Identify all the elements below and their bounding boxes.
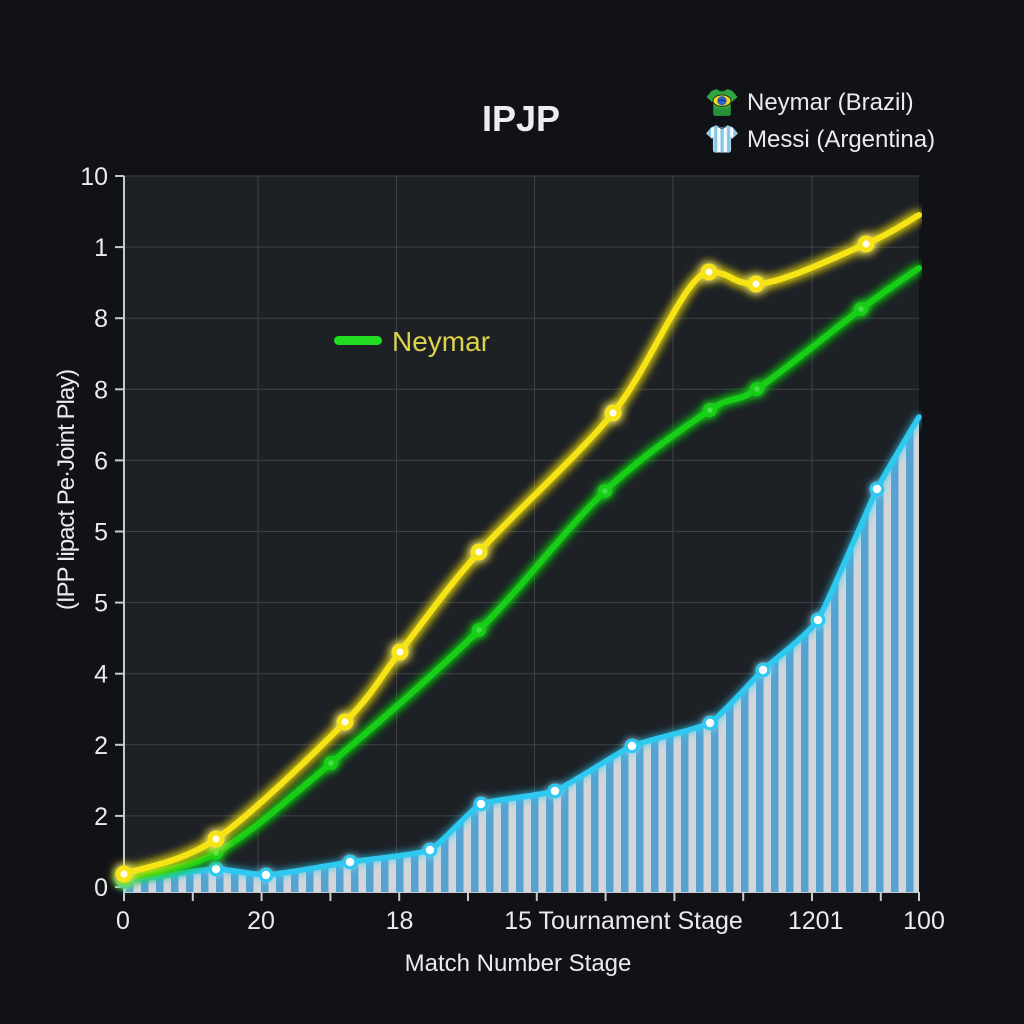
svg-text:100: 100 [903,907,945,935]
svg-text:0: 0 [116,907,130,935]
svg-text:5: 5 [94,519,108,547]
svg-text:Neymar: Neymar [392,326,490,357]
svg-text:10: 10 [80,163,108,191]
svg-text:IPJP: IPJP [482,98,560,139]
svg-text:2: 2 [94,803,108,831]
svg-text:(IPP Iipact Pe·Joint Play): (IPP Iipact Pe·Joint Play) [53,370,80,610]
svg-text:1201: 1201 [788,907,844,935]
svg-text:20: 20 [247,907,275,935]
svg-text:2: 2 [94,732,108,760]
svg-text:18: 18 [386,907,414,935]
svg-text:1: 1 [94,234,108,262]
svg-text:8: 8 [94,376,108,404]
svg-text:4: 4 [94,661,108,689]
svg-text:Match Number Stage: Match Number Stage [405,950,632,977]
svg-text:Neymar (Brazil): Neymar (Brazil) [747,89,914,116]
svg-text:5: 5 [94,590,108,618]
svg-text:15 Tournament Stage: 15 Tournament Stage [504,907,743,935]
svg-text:8: 8 [94,305,108,333]
svg-text:Messi (Argentina): Messi (Argentina) [747,126,935,153]
svg-text:0: 0 [94,874,108,902]
svg-text:6: 6 [94,447,108,475]
